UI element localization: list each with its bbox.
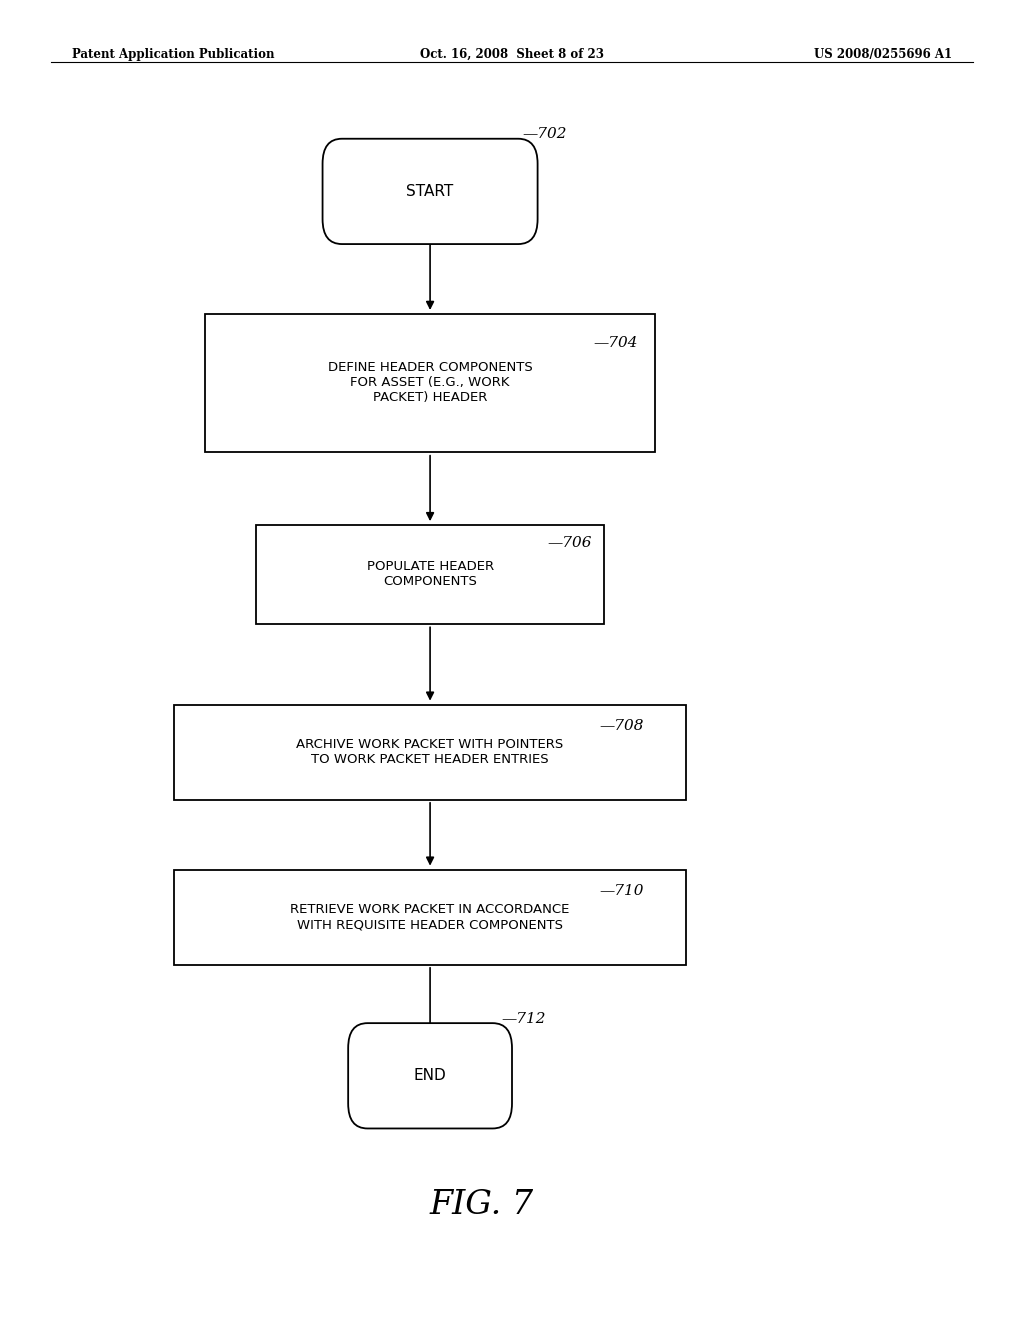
FancyBboxPatch shape bbox=[323, 139, 538, 244]
Text: US 2008/0255696 A1: US 2008/0255696 A1 bbox=[814, 48, 952, 61]
Bar bbox=[205, 314, 655, 451]
Text: END: END bbox=[414, 1068, 446, 1084]
Text: FIG. 7: FIG. 7 bbox=[429, 1189, 534, 1221]
Text: RETRIEVE WORK PACKET IN ACCORDANCE
WITH REQUISITE HEADER COMPONENTS: RETRIEVE WORK PACKET IN ACCORDANCE WITH … bbox=[291, 903, 569, 932]
Text: —712: —712 bbox=[502, 1011, 546, 1026]
FancyBboxPatch shape bbox=[348, 1023, 512, 1129]
Text: START: START bbox=[407, 183, 454, 199]
Text: ARCHIVE WORK PACKET WITH POINTERS
TO WORK PACKET HEADER ENTRIES: ARCHIVE WORK PACKET WITH POINTERS TO WOR… bbox=[297, 738, 563, 767]
Text: —706: —706 bbox=[548, 536, 592, 550]
Text: POPULATE HEADER
COMPONENTS: POPULATE HEADER COMPONENTS bbox=[367, 560, 494, 589]
Bar bbox=[256, 525, 604, 624]
Text: —704: —704 bbox=[594, 335, 638, 350]
Bar bbox=[174, 870, 686, 965]
Text: —708: —708 bbox=[599, 718, 643, 733]
Bar bbox=[174, 705, 686, 800]
Text: Oct. 16, 2008  Sheet 8 of 23: Oct. 16, 2008 Sheet 8 of 23 bbox=[420, 48, 604, 61]
Text: —710: —710 bbox=[599, 883, 643, 898]
Text: —702: —702 bbox=[522, 127, 566, 141]
Text: Patent Application Publication: Patent Application Publication bbox=[72, 48, 274, 61]
Text: DEFINE HEADER COMPONENTS
FOR ASSET (E.G., WORK
PACKET) HEADER: DEFINE HEADER COMPONENTS FOR ASSET (E.G.… bbox=[328, 362, 532, 404]
